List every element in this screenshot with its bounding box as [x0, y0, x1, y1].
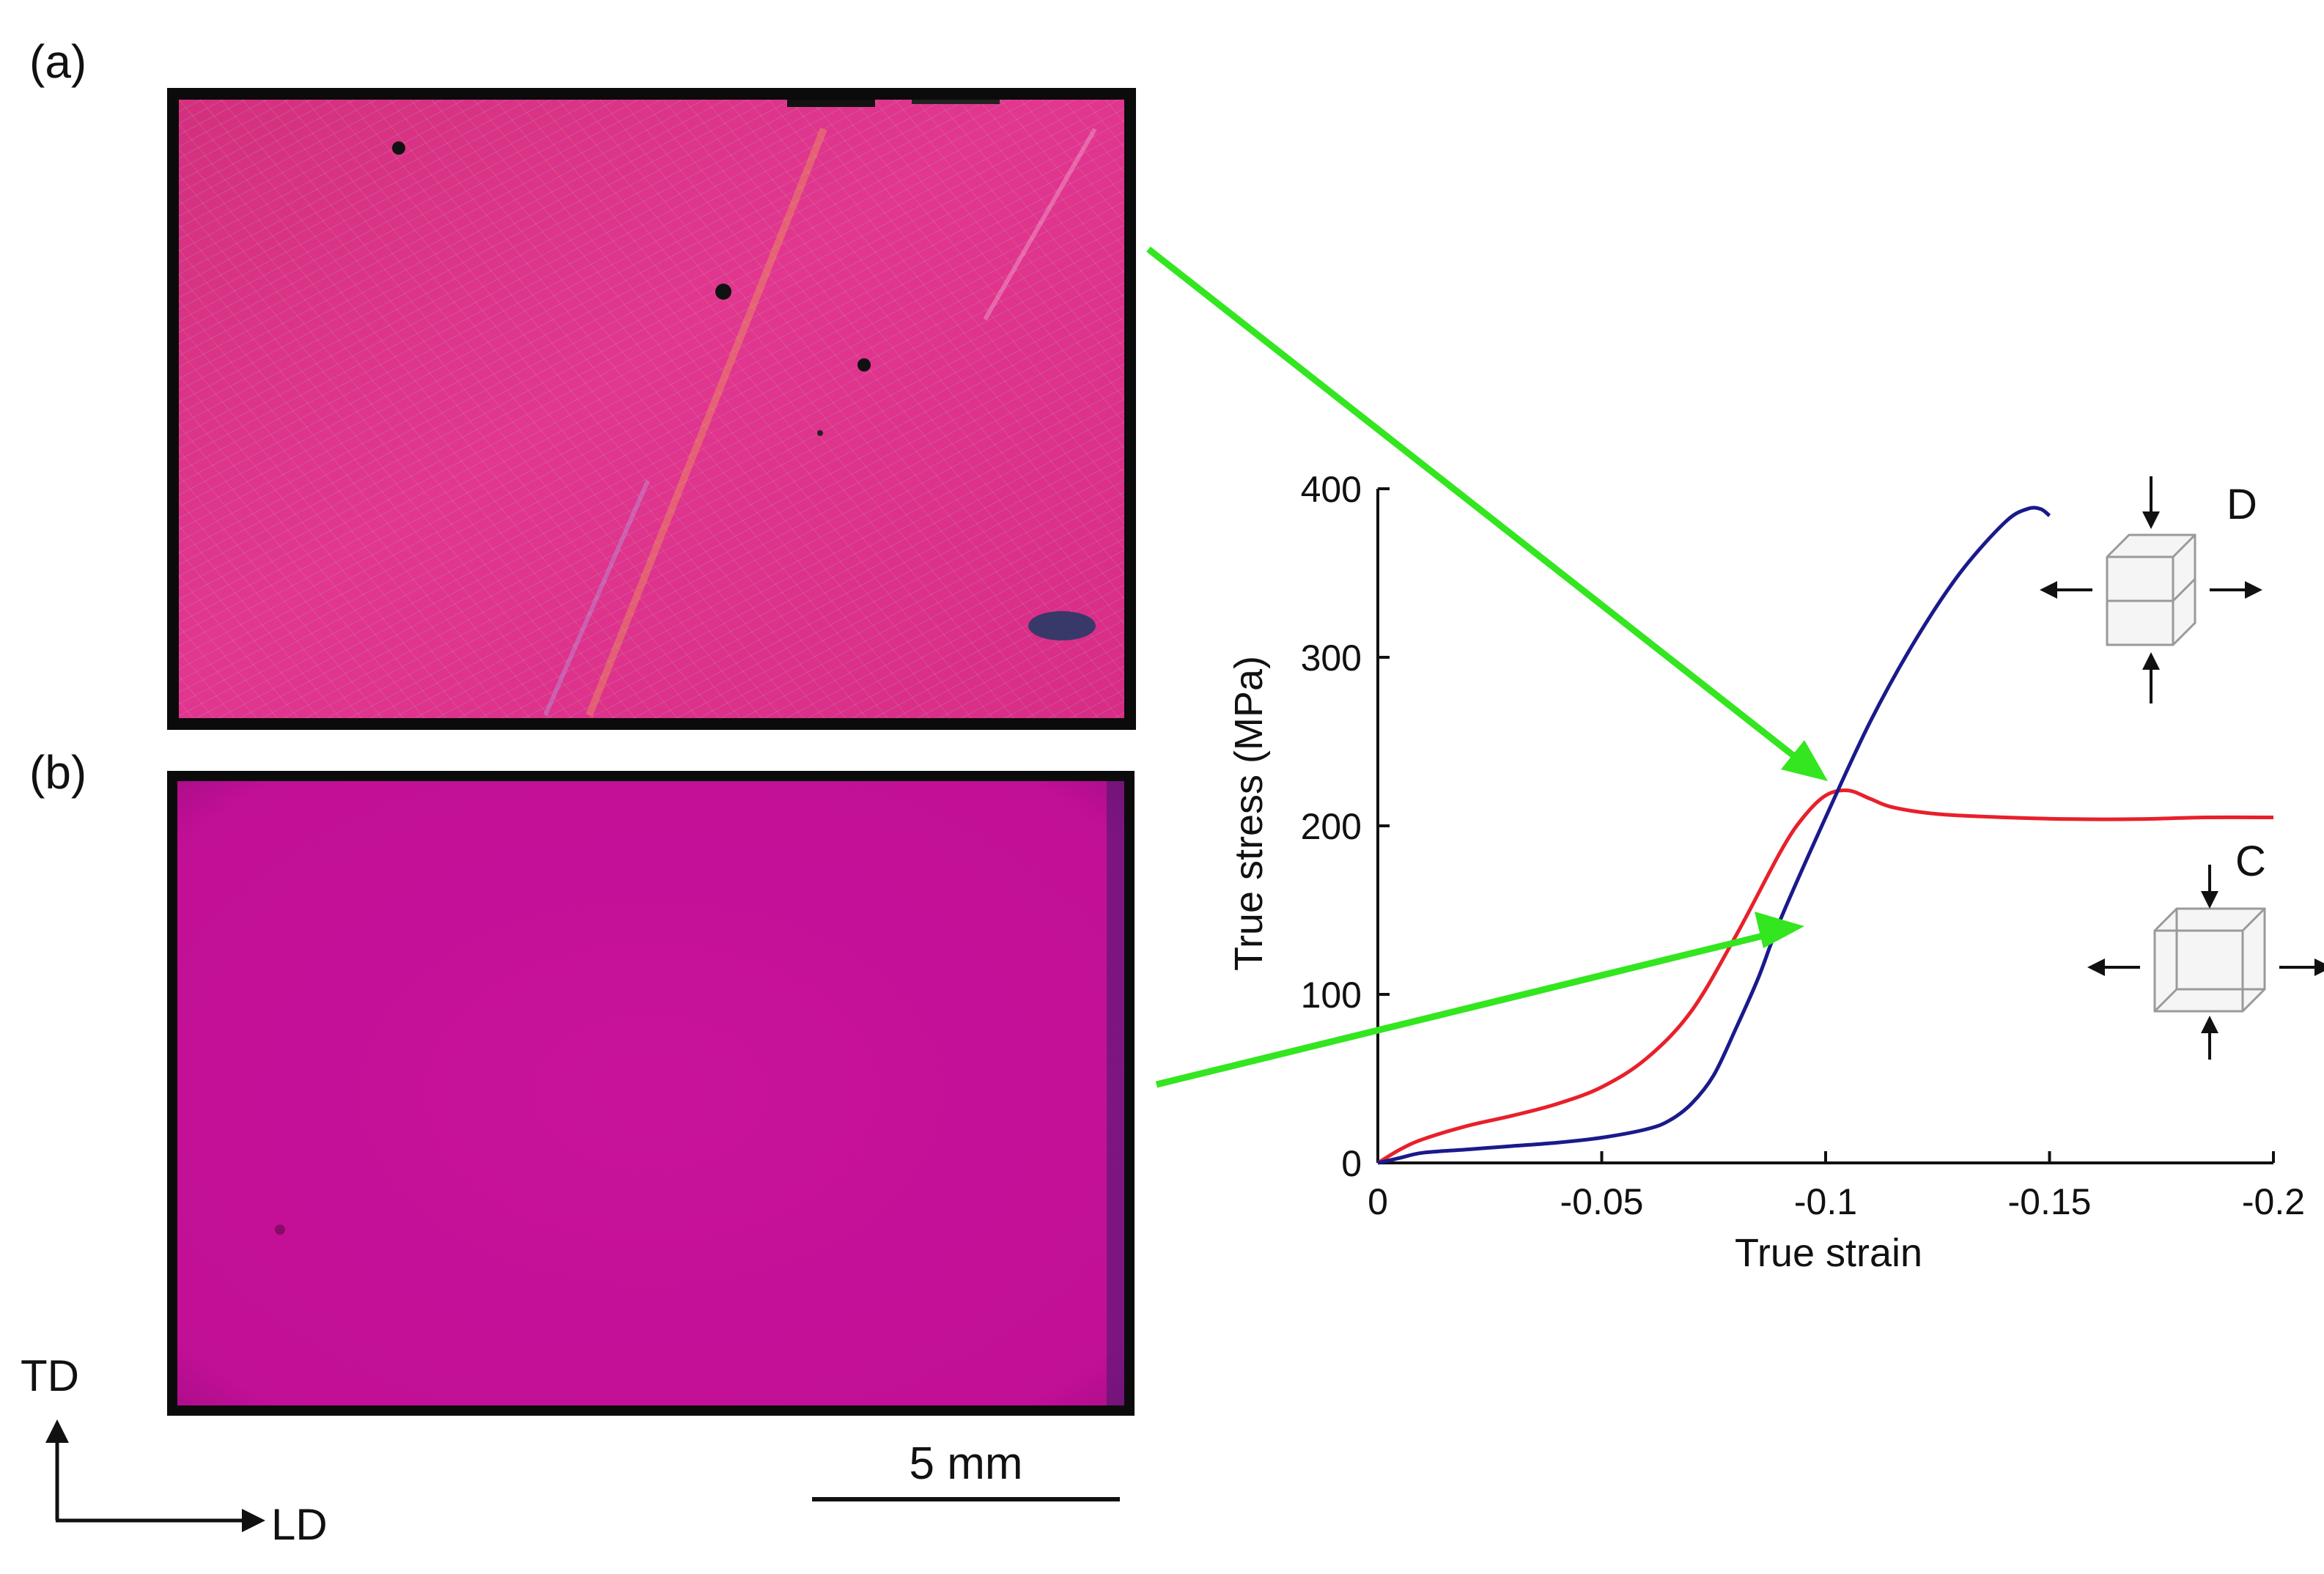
- x-tick-label: -0.05: [1560, 1181, 1644, 1222]
- inset-d-label: D: [2227, 481, 2257, 528]
- panel-a-label: (a): [29, 35, 87, 88]
- y-tick-label: 0: [1341, 1143, 1362, 1184]
- series-line-red: [1376, 788, 2274, 1165]
- scale-bar: [812, 1497, 1120, 1501]
- panel-b-label: (b): [29, 746, 87, 799]
- y-tick-label: 200: [1301, 806, 1362, 847]
- direction-axes: [45, 1419, 265, 1532]
- y-tick-label: 400: [1301, 469, 1362, 510]
- x-tick-label: -0.2: [2242, 1181, 2305, 1222]
- y-tick-label: 100: [1301, 975, 1362, 1016]
- micrograph-a-image: [179, 100, 1124, 718]
- td-label: TD: [21, 1351, 79, 1400]
- y-tick-label: 300: [1301, 638, 1362, 679]
- inset-c-cube: [2087, 865, 2324, 1060]
- micrograph-b-image: [177, 781, 1124, 1405]
- x-tick-label: -0.1: [1794, 1181, 1857, 1222]
- chart-axes: 0 -0.05 -0.1 -0.15 -0.2 0 100 200 300 400: [1301, 469, 2306, 1222]
- y-axis-label: True stress (MPa): [1227, 656, 1271, 971]
- pointer-arrow-a: [1146, 246, 1828, 781]
- inset-c-label: C: [2235, 838, 2266, 885]
- series-line-blue: [1377, 506, 2051, 1165]
- ld-arrow-head: [242, 1509, 265, 1532]
- micrograph-b: [167, 771, 1135, 1416]
- inset-d-cube: [2040, 476, 2262, 703]
- td-arrow-head: [45, 1419, 69, 1443]
- chart-curves: [1376, 506, 2274, 1165]
- ld-label: LD: [271, 1500, 328, 1549]
- x-axis-label: True strain: [1735, 1231, 1922, 1275]
- pointer-arrow-b: [1155, 912, 1804, 1088]
- x-tick-label: 0: [1368, 1181, 1388, 1222]
- scale-bar-label: 5 mm: [909, 1438, 1023, 1489]
- micrograph-a: [167, 88, 1136, 730]
- x-tick-label: -0.15: [2008, 1181, 2092, 1222]
